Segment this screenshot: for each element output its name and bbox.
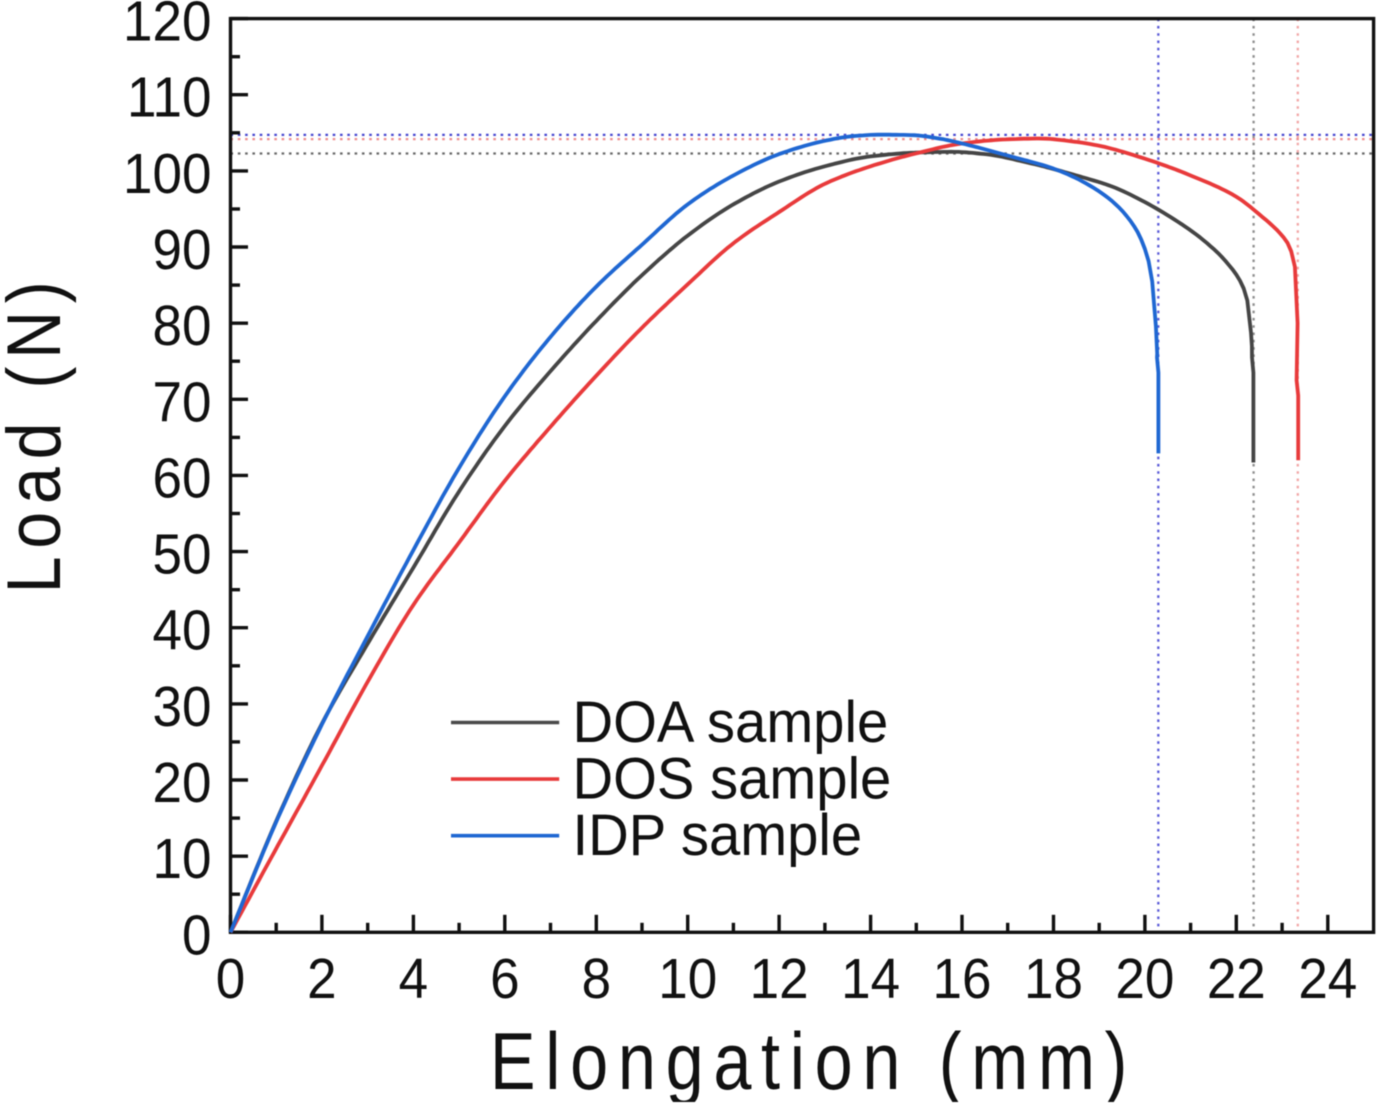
svg-text:0: 0 — [182, 903, 211, 967]
svg-text:22: 22 — [1207, 946, 1266, 1010]
svg-text:30: 30 — [153, 674, 212, 738]
svg-text:DOA sample: DOA sample — [573, 690, 889, 755]
svg-text:20: 20 — [1115, 946, 1174, 1010]
svg-text:8: 8 — [582, 946, 611, 1010]
svg-text:2: 2 — [307, 946, 336, 1010]
svg-text:12: 12 — [750, 946, 809, 1010]
svg-text:50: 50 — [153, 522, 212, 586]
svg-text:6: 6 — [490, 946, 519, 1010]
svg-text:20: 20 — [153, 750, 212, 814]
svg-text:90: 90 — [153, 217, 212, 281]
svg-text:40: 40 — [153, 598, 212, 662]
svg-text:60: 60 — [153, 446, 212, 510]
svg-text:0: 0 — [216, 946, 245, 1010]
svg-text:DOS sample: DOS sample — [573, 747, 892, 812]
svg-text:110: 110 — [127, 65, 211, 129]
svg-text:10: 10 — [153, 826, 212, 890]
svg-text:100: 100 — [123, 141, 211, 205]
svg-text:Load (N): Load (N) — [0, 273, 77, 593]
svg-text:IDP sample: IDP sample — [573, 803, 863, 868]
svg-text:Elongation (mm): Elongation (mm) — [490, 1016, 1137, 1102]
svg-text:10: 10 — [658, 946, 717, 1010]
svg-text:120: 120 — [123, 0, 211, 53]
svg-text:24: 24 — [1298, 946, 1357, 1010]
svg-text:4: 4 — [399, 946, 428, 1010]
svg-text:80: 80 — [153, 293, 212, 357]
svg-text:16: 16 — [933, 946, 992, 1010]
svg-text:18: 18 — [1024, 946, 1083, 1010]
svg-text:14: 14 — [841, 946, 900, 1010]
svg-text:70: 70 — [153, 370, 212, 434]
